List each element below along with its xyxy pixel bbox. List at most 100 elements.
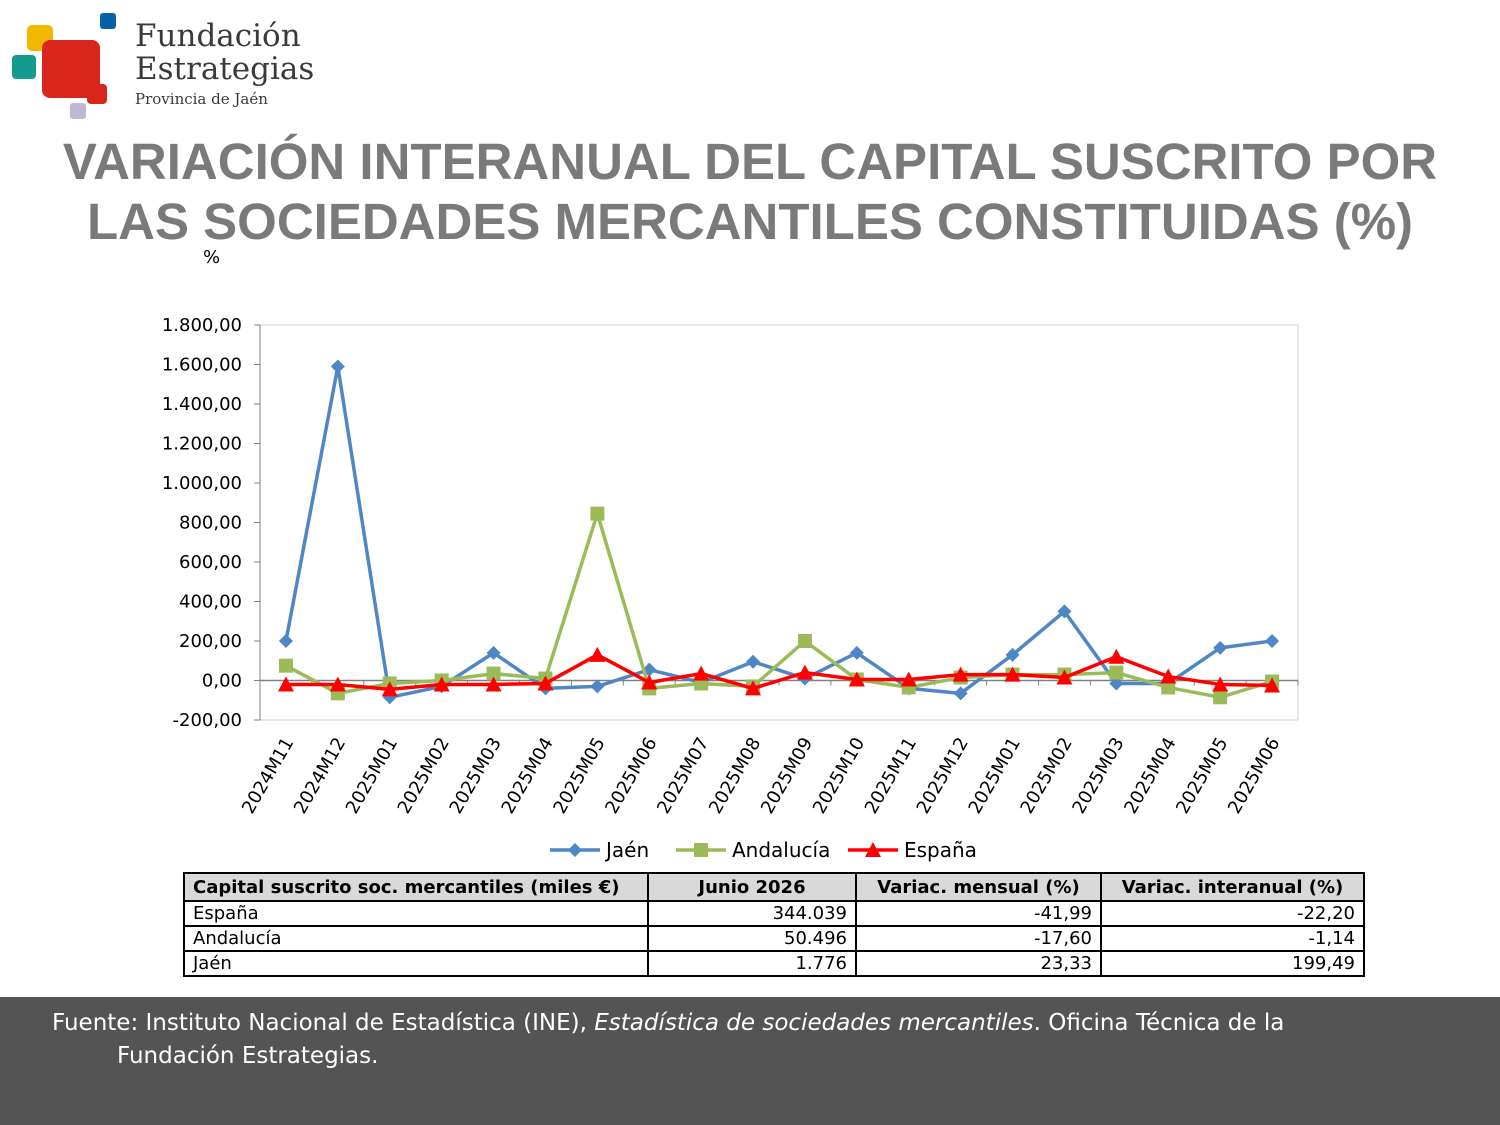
table-cell: 23,33: [855, 950, 1102, 977]
x-tick-label: 2025M06: [1224, 734, 1284, 817]
y-tick-label: 400,00: [179, 592, 242, 613]
logo-mark: [12, 13, 116, 119]
source-publication: Estadística de sociedades mercantiles: [594, 1010, 1034, 1036]
y-tick-label: -200,00: [173, 710, 242, 731]
y-tick-label: 0,00: [202, 671, 242, 692]
data-point-andalucia: [1161, 680, 1176, 695]
y-tick-label: 200,00: [179, 631, 242, 652]
plot-area: [259, 324, 1299, 721]
data-point-andalucia: [486, 666, 501, 681]
data-point-jaen: [746, 654, 761, 669]
y-tick-label: 1.200,00: [162, 434, 242, 455]
table-cell: España: [183, 900, 649, 927]
data-point-espana: [796, 664, 813, 680]
data-point-andalucia: [278, 658, 293, 673]
x-tick-label: 2025M03: [1068, 734, 1128, 817]
data-point-espana: [589, 646, 606, 662]
y-axis-unit-label: %: [203, 247, 221, 268]
table-cell: Jaén: [183, 950, 649, 977]
y-tick-label: 600,00: [179, 552, 242, 573]
table-row: España 344.039 -41,99 -22,20: [183, 900, 1365, 927]
y-tick-label: 1.400,00: [162, 394, 242, 415]
table-header-cell: Capital suscrito soc. mercantiles (miles…: [183, 872, 649, 902]
data-point-jaen: [278, 634, 293, 648]
data-point-espana: [641, 674, 658, 690]
legend-label-espana: España: [904, 838, 977, 862]
series-line-andalucia: [285, 511, 1273, 700]
x-tick-label: 2025M06: [601, 734, 661, 817]
table-header-row: Capital suscrito soc. mercantiles (miles…: [183, 872, 1365, 902]
table-cell: -22,20: [1100, 900, 1365, 927]
x-tick-label: 2024M12: [290, 734, 350, 817]
data-point-espana: [952, 666, 969, 682]
source-suffix: . Oficina Técnica de la: [1033, 1010, 1285, 1036]
table-cell: 199,49: [1100, 950, 1365, 977]
data-point-andalucia: [1213, 690, 1228, 705]
brand-name-line1: Fundación: [135, 18, 301, 54]
table-cell: -1,14: [1100, 925, 1365, 952]
data-point-espana: [1004, 666, 1021, 682]
data-point-andalucia: [1109, 665, 1124, 680]
x-tick-label: 2025M01: [342, 734, 402, 817]
data-point-andalucia: [590, 506, 605, 521]
brand-name-line2: Estrategias: [135, 51, 315, 87]
x-tick-label: 2025M07: [653, 734, 713, 817]
x-tick-label: 2025M05: [549, 734, 609, 817]
table-cell: -41,99: [855, 900, 1102, 927]
x-tick-label: 2025M10: [809, 734, 869, 817]
data-point-jaen: [849, 645, 864, 660]
data-point-jaen: [1109, 676, 1124, 691]
source-prefix: Fuente: Instituto Nacional de Estadístic…: [52, 1010, 595, 1036]
data-point-jaen: [330, 359, 345, 374]
x-tick-label: 2025M05: [1172, 734, 1232, 817]
y-tick-label: 1.800,00: [162, 315, 242, 336]
data-point-jaen: [1005, 647, 1020, 662]
series-line-espana: [285, 653, 1273, 692]
data-point-espana: [1108, 648, 1125, 664]
data-point-espana: [900, 671, 917, 687]
data-point-espana: [693, 665, 710, 681]
data-point-jaen: [1265, 634, 1280, 648]
data-point-jaen: [1213, 640, 1228, 655]
data-point-espana: [745, 680, 762, 696]
table-cell: 50.496: [647, 925, 857, 952]
legend-marker-jaen: [568, 843, 582, 857]
y-tick-label: 800,00: [179, 513, 242, 534]
data-point-jaen: [953, 686, 968, 701]
data-point-espana: [1160, 668, 1177, 684]
data-point-espana: [1264, 677, 1281, 693]
data-point-andalucia: [797, 634, 812, 648]
title-line1: VARIACIÓN INTERANUAL DEL CAPITAL SUSCRIT…: [62, 133, 1438, 190]
x-tick-label: 2025M12: [913, 734, 973, 817]
x-tick-label: 2025M08: [705, 734, 765, 817]
x-tick-label: 2025M04: [1120, 734, 1180, 817]
data-point-espana: [433, 676, 450, 692]
source-footer: Fuente: Instituto Nacional de Estadístic…: [0, 997, 1500, 1125]
table-header-cell: Variac. interanual (%): [1100, 872, 1365, 902]
title-line2: LAS SOCIEDADES MERCANTILES CONSTITUIDAS …: [86, 193, 1414, 250]
x-tick-label: 2025M01: [965, 734, 1025, 817]
data-point-espana: [1056, 669, 1073, 685]
legend-label-jaen: Jaén: [604, 838, 649, 862]
table-row: Andalucía 50.496 -17,60 -1,14: [183, 925, 1365, 952]
data-point-jaen: [590, 679, 605, 694]
x-tick-label: 2025M09: [757, 734, 817, 817]
data-point-espana: [329, 676, 346, 692]
logo: Fundación Estrategias Provincia de Jaén: [0, 0, 330, 125]
source-line2: Fundación Estrategias.: [117, 1043, 379, 1069]
data-point-espana: [381, 681, 398, 697]
legend-marker-espana: [865, 842, 881, 857]
table-row: Jaén 1.776 23,33 199,49: [183, 950, 1365, 977]
x-tick-label: 2025M02: [394, 734, 454, 817]
brand-subtitle: Provincia de Jaén: [135, 90, 268, 108]
data-point-espana: [1212, 676, 1229, 692]
line-chart: -200,00 0,00 200,00 400,00 600,00 800,00 1.000…: [162, 315, 1299, 862]
data-point-espana: [537, 675, 554, 691]
x-tick-label: 2025M04: [497, 734, 557, 817]
source-note: Fuente: Instituto Nacional de Estadístic…: [52, 1007, 1430, 1073]
data-table: Capital suscrito soc. mercantiles (miles…: [183, 872, 1365, 977]
legend-label-andalucia: Andalucía: [732, 838, 830, 862]
table-cell: -17,60: [855, 925, 1102, 952]
table-cell: 344.039: [647, 900, 857, 927]
x-tick-label: 2025M03: [446, 734, 506, 817]
